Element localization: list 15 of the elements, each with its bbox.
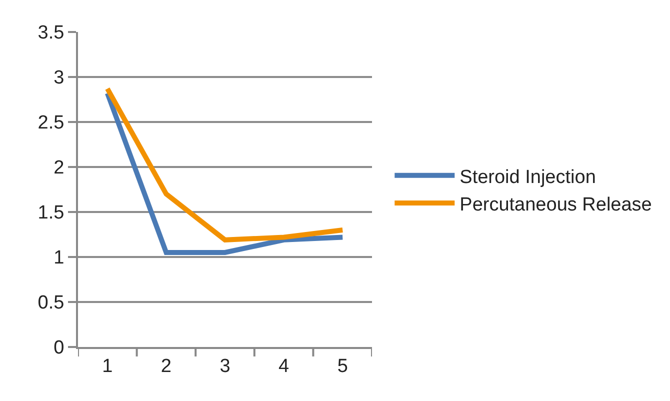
y-tick-label: 3.5 — [38, 22, 64, 44]
y-tick-label: 1 — [54, 248, 64, 269]
legend-label: Percutaneous Release — [460, 194, 652, 216]
y-tick-label: 0.5 — [38, 292, 64, 314]
y-tick-label: 2 — [54, 158, 64, 179]
y-tick-label: 3 — [54, 68, 64, 89]
x-tick-label: 4 — [278, 356, 290, 377]
y-tick-label: 0 — [54, 338, 64, 359]
x-tick-label: 5 — [337, 356, 348, 377]
x-tick-label: 2 — [160, 356, 172, 377]
legend-label: Steroid Injection — [460, 166, 596, 188]
x-tick-label: 1 — [102, 356, 113, 377]
x-tick-label: 3 — [220, 356, 230, 377]
y-tick-label: 1.5 — [38, 202, 64, 224]
y-tick-label: 2.5 — [38, 112, 64, 134]
